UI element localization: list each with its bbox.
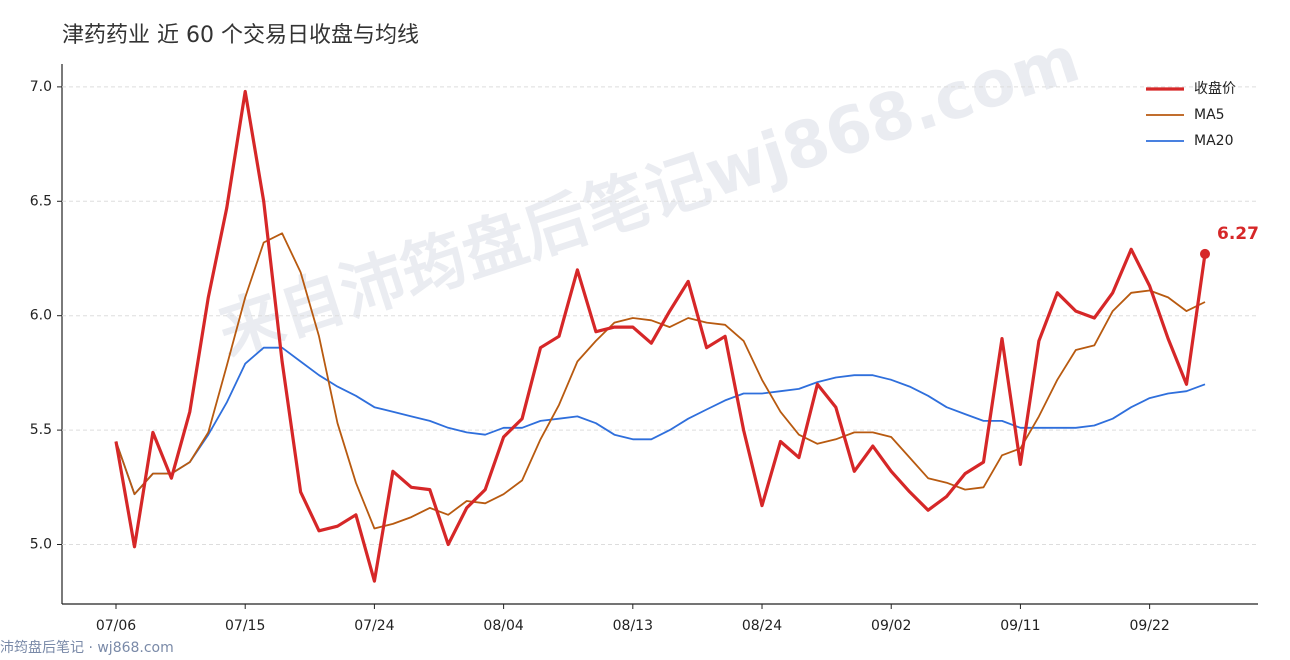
series-line <box>114 89 1207 583</box>
y-tick-label: 6.5 <box>30 193 52 209</box>
legend-label: MA5 <box>1194 107 1225 123</box>
x-tick-label: 08/24 <box>742 618 782 634</box>
y-tick-label: 7.0 <box>30 79 52 95</box>
x-tick-label: 07/24 <box>354 618 394 634</box>
legend-label: MA20 <box>1194 133 1233 149</box>
series-line <box>115 346 1206 496</box>
y-tick-label: 6.0 <box>30 308 52 324</box>
x-tick-label: 07/06 <box>96 618 136 634</box>
x-tick-label: 09/22 <box>1129 618 1169 634</box>
y-tick-label: 5.0 <box>30 537 52 553</box>
last-value-label: 6.27 <box>1217 224 1259 244</box>
x-tick-label: 08/13 <box>613 618 653 634</box>
last-point <box>1200 248 1210 259</box>
x-tick-label: 07/15 <box>225 618 265 634</box>
footer: 沛筠盘后笔记 · wj868.com <box>0 639 174 656</box>
chart-title: 津药药业 近 60 个交易日收盘与均线 <box>62 23 419 48</box>
x-tick-label: 09/11 <box>1000 618 1040 634</box>
x-tick-label: 09/02 <box>871 618 911 634</box>
x-tick-label: 08/04 <box>483 618 523 634</box>
y-tick-label: 5.5 <box>30 422 52 438</box>
watermark: 来自沛筠盘后笔记wj868.com <box>210 23 1088 371</box>
legend-label: 收盘价 <box>1194 80 1236 97</box>
